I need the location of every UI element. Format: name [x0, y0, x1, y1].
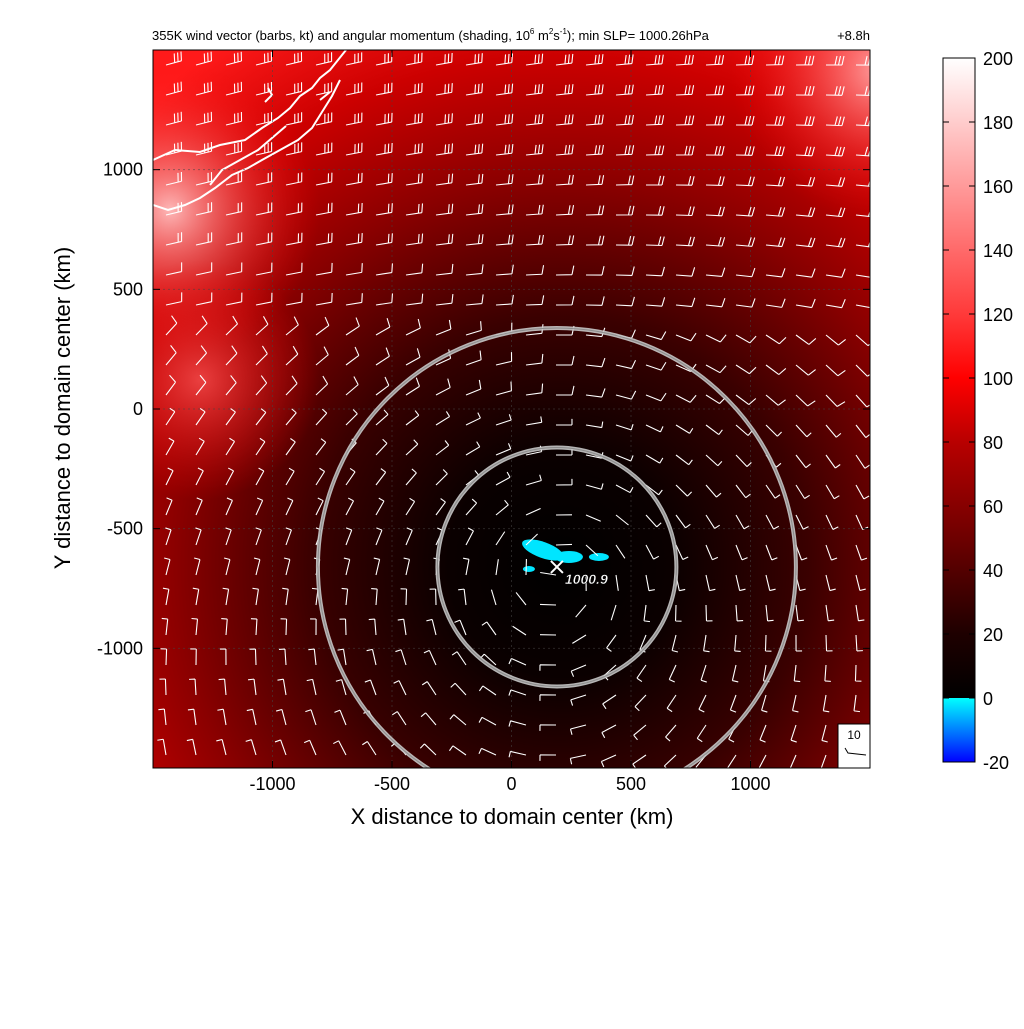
title-mid1: m [534, 28, 548, 43]
title-end: ); min SLP= 1000.26hPa [567, 28, 710, 43]
x-axis-label: X distance to domain center (km) [351, 804, 674, 829]
x-tick-label: -1000 [249, 774, 295, 794]
chart-title: 355K wind vector (barbs, kt) and angular… [152, 27, 710, 43]
slp-center-label: 1000.9 [565, 571, 608, 587]
barb-reference-box: 10 [838, 724, 870, 768]
colorbar-tick-label: 140 [983, 241, 1013, 261]
y-tick-label: -500 [107, 519, 143, 539]
y-tick-label: 0 [133, 399, 143, 419]
colorbar-tick-label: 160 [983, 177, 1013, 197]
colorbar-tick-label: 120 [983, 305, 1013, 325]
colorbar-tick-label: 180 [983, 113, 1013, 133]
colorbar-tick-label: -20 [983, 753, 1009, 773]
wind-barb [556, 544, 572, 545]
colorbar-tick-label: 200 [983, 49, 1013, 69]
colorbar-tick-label: 40 [983, 561, 1003, 581]
x-tick-label: 0 [506, 774, 516, 794]
plot-area: 1000.9 10 [153, 50, 875, 806]
wind-barb [540, 604, 556, 605]
barb-reference-label: 10 [847, 728, 861, 742]
x-tick-label: 1000 [730, 774, 770, 794]
negative-blob [555, 551, 583, 563]
x-tick-label: -500 [374, 774, 410, 794]
colorbar-tick-label: 20 [983, 625, 1003, 645]
x-tick-label: 500 [616, 774, 646, 794]
colorbar-gradient [943, 58, 975, 762]
colorbar-tick-label: 60 [983, 497, 1003, 517]
title-main: 355K wind vector (barbs, kt) and angular… [152, 28, 530, 43]
y-tick-label: -1000 [97, 638, 143, 658]
y-tick-label: 500 [113, 279, 143, 299]
time-label: +8.8h [837, 28, 870, 43]
y-tick-label: 1000 [103, 160, 143, 180]
negative-blob [589, 553, 609, 561]
y-axis-label: Y distance to domain center (km) [50, 247, 75, 569]
negative-blob [523, 566, 535, 572]
colorbar: -20 0 20 40 60 80 100 120 140 160 180 200 [943, 49, 1013, 773]
colorbar-tick-label: 100 [983, 369, 1013, 389]
colorbar-tick-label: 0 [983, 689, 993, 709]
colorbar-tick-label: 80 [983, 433, 1003, 453]
